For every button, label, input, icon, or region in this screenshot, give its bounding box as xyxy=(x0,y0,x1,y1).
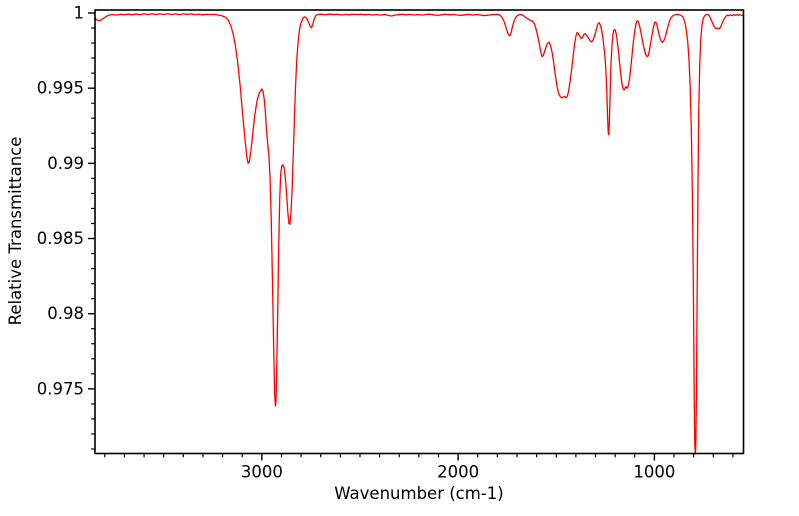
x-tick-label: 3000 xyxy=(241,463,283,482)
y-tick-label: 0.975 xyxy=(37,379,84,398)
spectrum-line xyxy=(94,13,744,455)
axis-ticks xyxy=(88,12,734,461)
axis-tick-labels: 3000 2000 1000 1 0.995 0.99 0.985 0.98 0.975 xyxy=(37,4,676,482)
plot-border xyxy=(94,9,745,455)
x-tick-label: 1000 xyxy=(633,463,675,482)
y-tick-label: 1 xyxy=(74,4,85,23)
y-tick-label: 0.985 xyxy=(37,229,84,248)
x-axis-title: Wavenumber (cm-1) xyxy=(334,484,504,503)
y-axis-title: Relative Transmittance xyxy=(5,136,25,326)
y-tick-label: 0.995 xyxy=(37,79,84,98)
y-tick-label: 0.99 xyxy=(47,154,84,173)
y-tick-label: 0.98 xyxy=(47,304,84,323)
x-tick-label: 2000 xyxy=(437,463,479,482)
